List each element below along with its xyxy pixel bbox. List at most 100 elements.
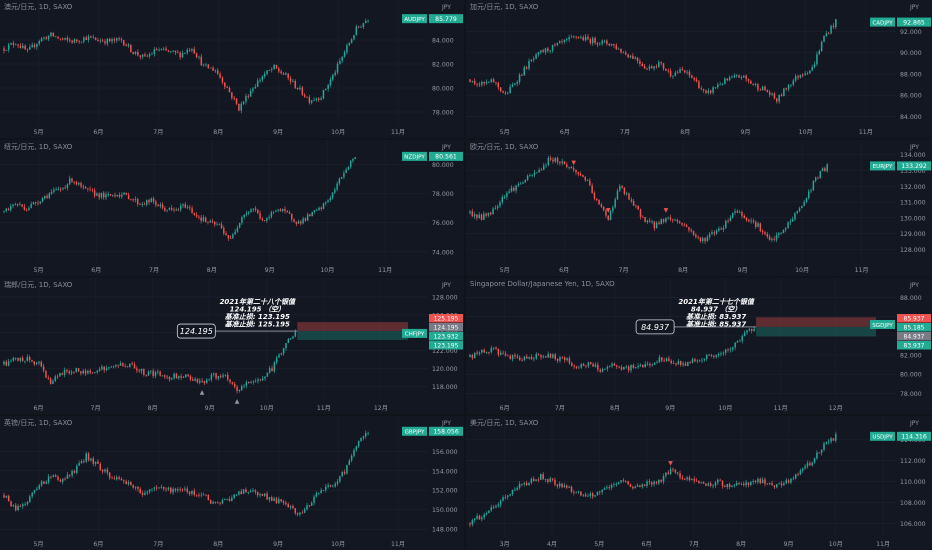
candle-body [603,488,606,490]
candle-body [241,217,243,223]
candle-body [780,232,782,234]
candle-body [242,101,245,104]
candle-body [112,366,115,368]
price-axis-label [897,314,931,323]
chart-title: 瑞郎/日元, 1D, SAXO [4,281,73,289]
candle-body [496,206,499,208]
candle-body [707,483,710,486]
candle-body [39,201,41,204]
x-tick-label: 6月 [33,405,43,412]
take-profit-zone[interactable] [297,331,408,341]
candle-body [101,366,103,370]
candle-body [705,90,707,93]
chart-panel-sgdjpy[interactable]: 78.00080.00082.00084.00086.00088.000JPY6… [466,278,932,414]
chart-panel-chfjpy[interactable]: 118.000120.000122.000124.000126.000128.0… [0,278,464,414]
candle-body [203,381,206,384]
candle-body [170,51,172,52]
candle-body [5,208,8,212]
candle-body [606,40,608,44]
y-tick-label: 132.000 [900,184,926,191]
candle-body [577,37,580,39]
candle-body [362,23,365,27]
candle-body [235,494,238,496]
candle-body [580,364,583,368]
stop-loss-zone[interactable] [297,322,408,332]
candle-body [278,354,280,358]
candle-body [327,485,329,487]
chart-panel-cadjpy[interactable]: 84.000 86.000 88.000 90.000 92.000 JPY 5月 6月 7月 8… [466,0,932,138]
candle-body [637,205,639,210]
candle-body [352,158,354,161]
candle-body [64,37,66,40]
candle-body [597,364,599,370]
candle-body [561,357,564,358]
candle-body [346,464,348,474]
x-tick-label: 5月 [33,267,43,274]
chart-panel-eurjpy[interactable]: 128.000 129.000 130.000 131.000 132.000 133.0… [466,140,932,276]
arrow-down-marker: ▼ [606,207,611,214]
candle-body [575,169,577,173]
x-tick-label: 10月 [829,541,843,548]
candle-body [675,363,677,365]
take-profit-zone[interactable] [756,326,876,337]
candle-body [502,91,504,93]
candle-body [609,210,612,221]
candle-body [315,98,318,100]
candle-body [742,483,745,486]
chart-panel-usdjpy[interactable]: 106.000108.000110.000112.000114.000JPY3月… [466,416,932,550]
annotation-bubble[interactable] [635,319,675,335]
candle-body [570,166,573,169]
candle-body [280,71,282,74]
candle-body [66,37,69,40]
candle-body [242,489,245,494]
candle-body [146,491,149,493]
candle-body [653,481,655,485]
annotation-line: 基准止损: 125.195 [225,320,290,329]
candle-body [47,377,50,379]
candle-body [533,358,535,360]
last-price-label [897,161,931,171]
annotation-bubble[interactable] [176,323,216,339]
candle-body [614,199,616,208]
candle-body [715,355,717,357]
candle-body [186,49,188,53]
candle-body [586,180,589,181]
candle-body [3,48,5,51]
candle-body [587,362,590,366]
x-tick-label: 7月 [153,129,163,136]
candle-body [812,180,815,191]
candle-body [790,478,792,483]
chart-panel-gbpjpy[interactable]: 148.000 150.000 152.000 154.000 156.000 JPY 5月… [0,416,464,550]
candle-body [334,189,336,193]
y-tick-label: 78.000 [432,110,454,117]
candle-body [525,482,528,486]
candle-body [287,73,289,78]
candle-body [591,493,594,497]
symbol-tag [870,320,895,330]
candle-body [127,482,130,485]
candle-body [514,83,516,85]
chart-panel-nzdjpy[interactable]: 74.000 76.000 78.000 80.000 JPY 5月 6月 7月 8月 9月 10月… [0,140,464,276]
candle-body [119,363,122,366]
candle-body [273,362,276,372]
chart-panel-audjpy[interactable]: 78.000 80.000 82.000 84.000 JPY 5月 6月 7月 8月 9月 10月… [0,0,464,138]
candle-body [294,81,297,88]
candle-body [87,370,89,374]
stop-loss-zone[interactable] [756,317,876,327]
candle-body [754,481,757,483]
candle-body [219,73,221,78]
y-axis-unit: JPY [441,420,451,427]
candle-body [613,484,615,486]
candle-body [66,184,69,188]
candle-body [173,373,175,379]
candle-body [663,360,665,362]
candle-body [212,373,215,375]
candle-body [103,366,105,371]
candle-body [600,204,603,207]
candle-body [717,479,719,483]
x-tick-label: 10月 [260,405,274,412]
candle-body [743,215,745,218]
candle-body [502,497,504,501]
symbol-tag-label: CADJPY [872,20,893,26]
candle-body [167,50,170,52]
